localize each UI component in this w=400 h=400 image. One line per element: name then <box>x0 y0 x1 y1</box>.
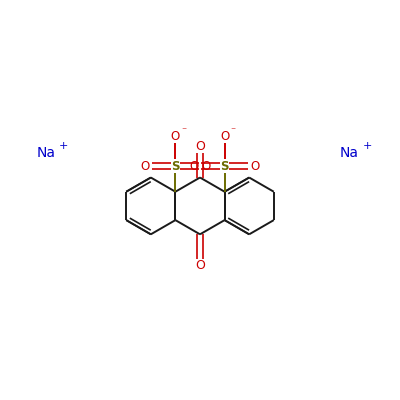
Text: Na: Na <box>340 146 359 160</box>
Text: +: + <box>362 140 372 150</box>
Text: ⁻: ⁻ <box>231 126 236 136</box>
Text: ⁻: ⁻ <box>182 126 187 136</box>
Text: O: O <box>190 160 199 173</box>
Text: O: O <box>250 160 260 173</box>
Text: Na: Na <box>36 146 55 160</box>
Text: O: O <box>220 130 229 143</box>
Text: O: O <box>201 160 210 173</box>
Text: +: + <box>59 140 68 150</box>
Text: O: O <box>195 259 205 272</box>
Text: O: O <box>171 130 180 143</box>
Text: O: O <box>140 160 150 173</box>
Text: O: O <box>195 140 205 153</box>
Text: S: S <box>171 160 180 173</box>
Text: S: S <box>220 160 229 173</box>
